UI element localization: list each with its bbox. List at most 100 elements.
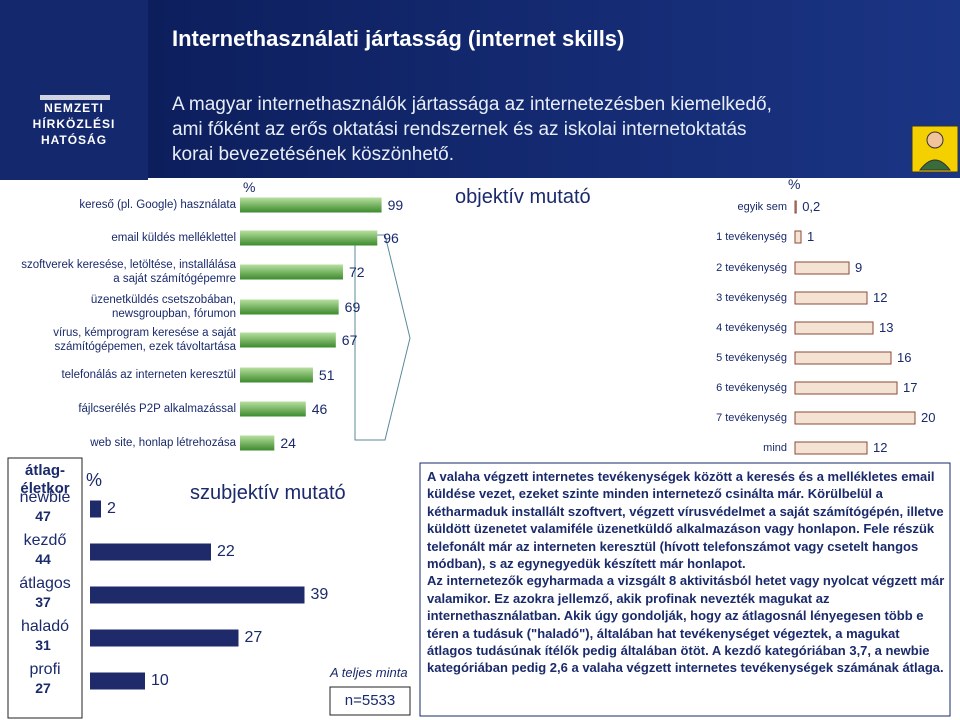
icon-body <box>918 159 952 171</box>
value-label: 39 <box>310 586 329 603</box>
logo-line-text: HÍRKÖZLÉSI <box>32 117 116 131</box>
logo-line-text: HATÓSÁG <box>40 133 108 147</box>
header-bar <box>0 0 960 178</box>
bar <box>794 261 850 275</box>
bar <box>794 200 797 214</box>
category-label: 3 tevékenység <box>716 292 787 304</box>
bar <box>794 321 874 335</box>
value-label: 72 <box>348 264 365 280</box>
value-label: 99 <box>387 197 404 213</box>
value-label: 12 <box>873 440 888 455</box>
category-label: üzenetküldés csetszobában, newsgroupban,… <box>90 294 236 320</box>
bar <box>240 230 378 246</box>
category-label: 7 tevékenység <box>716 412 787 424</box>
note: A teljes minta <box>330 665 408 680</box>
category-label: 6 tevékenység <box>716 382 787 394</box>
category-label: vírus, kémprogram keresése a saját számí… <box>53 327 236 353</box>
subtitle-line: ami főként az erős oktatási rendszernek … <box>172 119 747 140</box>
title: Internethasználati jártasság (internet s… <box>172 26 625 51</box>
logo-box <box>0 0 148 180</box>
value-label: 46 <box>311 401 328 417</box>
bar <box>794 230 802 244</box>
paragraph: Az internetezők egyharmada a vizsgált 8 … <box>427 573 945 676</box>
value-label: 27 <box>244 629 263 646</box>
subtitle-line: korai bevezetésének köszönhető. <box>172 144 455 165</box>
value-label: 2 <box>107 500 116 517</box>
subtitle-line: A magyar internethasználók jártassága az… <box>172 94 772 115</box>
bar <box>240 367 313 383</box>
unit-label: % <box>788 176 801 192</box>
chart-title: szubjektív mutató <box>190 482 346 504</box>
bar <box>240 435 275 451</box>
value-label: 69 <box>344 299 361 315</box>
row-header: átlag- <box>24 462 65 479</box>
category-label: átlagos <box>19 575 71 592</box>
category-label: kezdő <box>23 532 67 549</box>
value-label: 10 <box>151 672 169 689</box>
value-label: 17 <box>903 380 918 395</box>
category-label: 1 tevékenység <box>716 231 787 243</box>
category-label: mind <box>763 442 787 454</box>
chart-title: objektív mutató <box>455 186 591 208</box>
bar <box>240 401 306 417</box>
category-label: telefonálás az interneten keresztül <box>61 369 236 381</box>
arrow <box>354 234 411 441</box>
paragraph: A valaha végzett internetes tevékenysége… <box>427 469 944 572</box>
age: 27 <box>35 680 51 696</box>
category-label: 2 tevékenység <box>716 262 787 274</box>
logo-line-text: NEMZETI <box>44 101 104 115</box>
logo-line <box>40 95 110 100</box>
value-label: 22 <box>217 543 235 560</box>
bar <box>794 381 898 395</box>
value-label: 9 <box>855 260 863 275</box>
category-label: 5 tevékenység <box>716 352 787 364</box>
value-label: 24 <box>280 435 296 451</box>
category-label: profi <box>29 661 61 678</box>
bar <box>90 543 211 561</box>
bar <box>90 672 145 690</box>
value-label: 96 <box>383 230 399 246</box>
age-panel <box>7 457 83 719</box>
logo-text: NEMZETI HÍRKÖZLÉSI HATÓSÁG <box>0 100 148 148</box>
category-label: fájlcserélés P2P alkalmazással <box>78 403 236 415</box>
bar <box>794 441 868 455</box>
value-label: 67 <box>341 332 358 348</box>
category-label: haladó <box>20 618 70 635</box>
sample: n=5533 <box>344 692 396 709</box>
value-label: 1 <box>807 229 815 244</box>
value-label: 0,2 <box>802 199 821 214</box>
age: 44 <box>35 551 51 567</box>
value-label: 51 <box>318 367 335 383</box>
value-label: 12 <box>873 290 888 305</box>
bar <box>794 291 868 305</box>
category-label: egyik sem <box>737 201 787 213</box>
category-label: szoftverek keresése, letöltése, installá… <box>21 259 236 285</box>
unit-label: % <box>86 470 103 490</box>
bar <box>90 500 101 518</box>
bar <box>240 299 339 315</box>
value-label: 13 <box>879 320 894 335</box>
sample-box <box>329 686 411 716</box>
text-box: A valaha végzett internetes tevékenysége… <box>427 468 945 677</box>
bar <box>794 351 892 365</box>
icon-head <box>926 131 944 149</box>
bar <box>90 586 305 604</box>
value-label: 16 <box>897 350 912 365</box>
category-label: newbie <box>19 489 71 506</box>
row-header: életkor <box>20 480 70 497</box>
bar <box>240 197 382 213</box>
category-label: email küldés melléklettel <box>111 232 236 244</box>
text-box-frame <box>419 462 951 717</box>
unit-label: % <box>243 179 256 195</box>
value-label: 20 <box>921 410 936 425</box>
age: 47 <box>35 508 51 524</box>
subtitle: A magyar internethasználók jártassága az… <box>172 92 772 167</box>
bar <box>90 629 239 647</box>
bar <box>240 264 343 280</box>
category-label: kereső (pl. Google) használata <box>79 199 236 211</box>
age: 31 <box>35 637 51 653</box>
bar <box>794 411 916 425</box>
category-label: web site, honlap létrehozása <box>90 437 236 449</box>
